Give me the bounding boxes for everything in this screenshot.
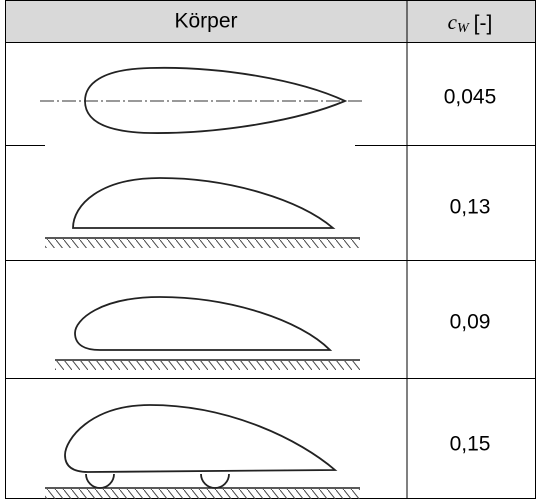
airfoil-figure — [40, 68, 365, 133]
cell-value: 0,09 — [450, 311, 491, 334]
car-body-figure — [45, 405, 360, 499]
table: Körper cW[-] 0,045 0,13 0,09 0,15 — [0, 0, 541, 499]
unit: [-] — [474, 12, 493, 35]
cell-value: 0,13 — [450, 196, 491, 219]
ground-body-figure — [45, 178, 360, 248]
raised-body-figure — [55, 297, 360, 370]
cell-value: 0,15 — [450, 433, 491, 456]
header-body: Körper — [174, 10, 237, 33]
cell-value: 0,045 — [444, 86, 497, 109]
subscript: W — [457, 21, 470, 36]
